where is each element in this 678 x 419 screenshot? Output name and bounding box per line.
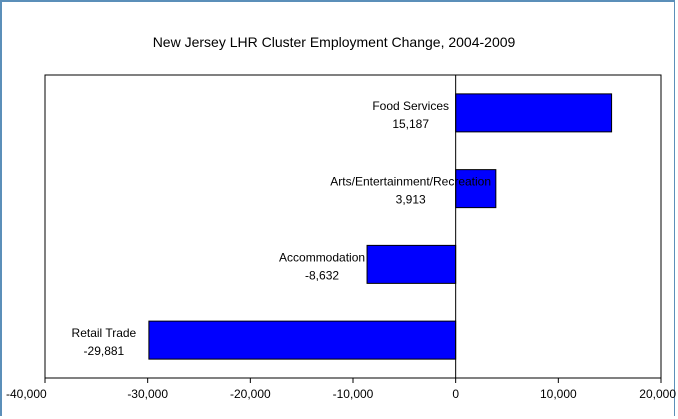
bar-category-label: Arts/Entertainment/Recreation bbox=[330, 175, 491, 189]
bar-value-label: -29,881 bbox=[84, 344, 125, 358]
bars-group bbox=[148, 93, 613, 360]
x-tick-label: 20,000 bbox=[639, 387, 676, 401]
x-tick-label: -20,000 bbox=[230, 387, 271, 401]
x-tick-label: -30,000 bbox=[127, 387, 168, 401]
bar-category-label: Retail Trade bbox=[72, 326, 137, 340]
x-tick-label: -10,000 bbox=[333, 387, 374, 401]
bar-category-label: Food Services bbox=[372, 99, 449, 113]
x-axis-ticks: -40,000 -30,000 -20,000 -10,000 0 10,000 20,00… bbox=[6, 378, 676, 401]
bar bbox=[148, 320, 457, 360]
bar bbox=[455, 93, 613, 133]
bar-value-label: 3,913 bbox=[396, 193, 426, 207]
bar-category-label: Accommodation bbox=[279, 250, 365, 264]
labels-group: Food Services 15,187 Arts/Entertainment/Re… bbox=[72, 99, 492, 358]
x-tick-label: 10,000 bbox=[540, 387, 577, 401]
chart-title: New Jersey LHR Cluster Employment Change… bbox=[153, 34, 516, 50]
x-tick-label: -40,000 bbox=[6, 387, 47, 401]
x-tick-label: 0 bbox=[452, 387, 459, 401]
bar bbox=[366, 244, 457, 284]
bar-value-label: 15,187 bbox=[392, 117, 429, 131]
bar-value-label: -8,632 bbox=[305, 268, 339, 282]
